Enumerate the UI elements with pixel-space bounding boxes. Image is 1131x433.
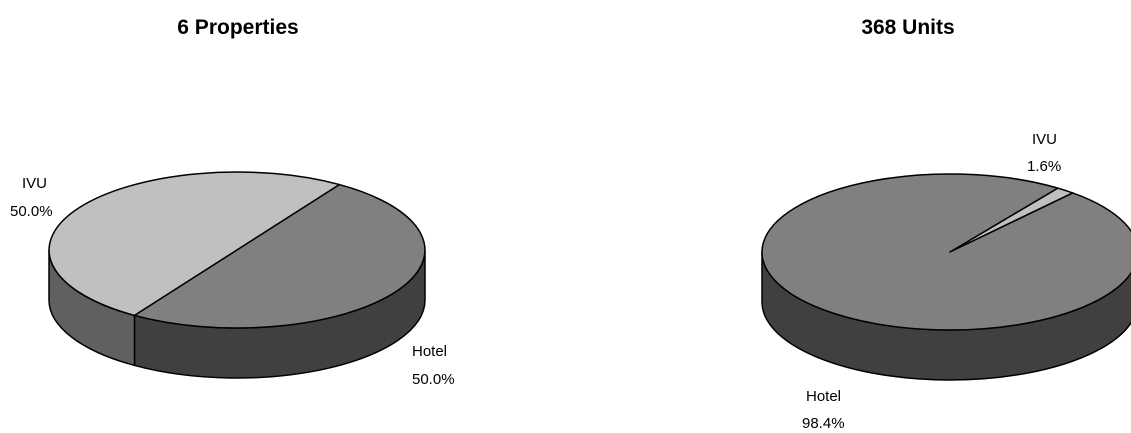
pie2-label-hotel-value: 98.4% [802,415,845,432]
pie1-slice-ivu [48,171,341,317]
pie2-label-ivu-name: IVU [1032,131,1057,148]
pie2-label-hotel-name: Hotel [806,388,841,405]
pie1-label-hotel-name: Hotel [412,343,447,360]
pie1-label-ivu-value: 50.0% [10,203,53,220]
pie2-label-ivu-value: 1.6% [1027,158,1061,175]
chart-title-units: 368 Units [861,16,955,39]
pie1-label-hotel-value: 50.0% [412,371,455,388]
chart-title-properties: 6 Properties [177,16,299,39]
pie2-slice-hotel [761,173,1131,331]
pie1-label-ivu-name: IVU [22,175,47,192]
pie1-slice-hotel [133,183,426,329]
